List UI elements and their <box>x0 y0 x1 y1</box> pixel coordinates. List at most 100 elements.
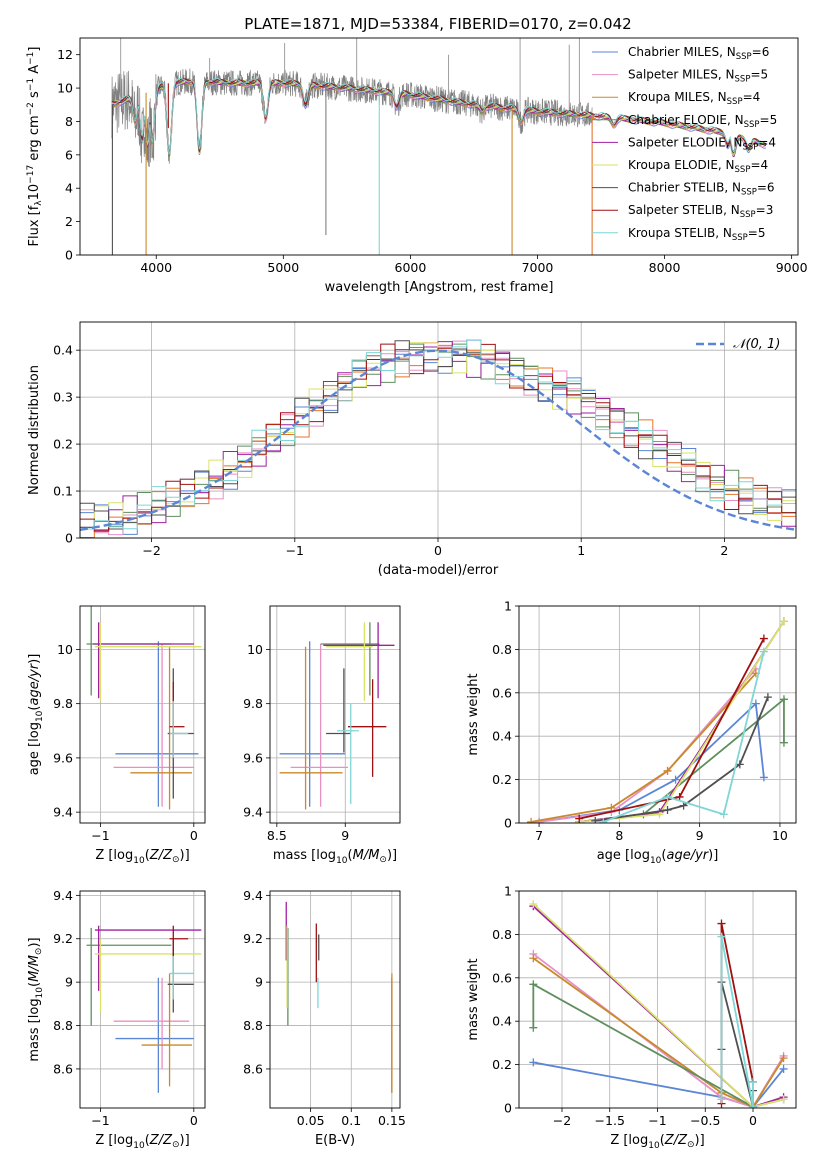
x-axis-label: Z [log10(Z/Z⊙)] <box>95 848 189 866</box>
weight-point <box>529 980 538 989</box>
weight-point <box>591 816 600 823</box>
x-tick-label: −1 <box>286 543 304 558</box>
x-tick-label: 6000 <box>395 260 427 275</box>
y-tick-label: 0.3 <box>53 390 73 405</box>
weight-point <box>717 932 726 941</box>
axes-frame <box>79 890 206 1109</box>
y-tick-label: 0 <box>65 531 73 546</box>
legend-label: Chabrier MILES, NSSP=6 <box>628 45 769 62</box>
x-tick-label: 9000 <box>776 260 808 275</box>
y-axis-label: age [log10(age/yr)] <box>27 654 45 776</box>
y-tick-label: 0.8 <box>492 927 512 942</box>
chart-mass-vs-ebv: 0.05 0.1 0.15 8.6 8.8 9 9.2 9.4 E(B-V) <box>243 888 406 1148</box>
y-tick-label: 0.2 <box>53 437 73 452</box>
weight-point <box>663 792 672 801</box>
weight-line <box>538 701 765 823</box>
y-axis-label: mass weight <box>466 673 481 755</box>
y-tick-label: 8.8 <box>53 1018 73 1033</box>
weight-point <box>529 1023 538 1032</box>
y-tick-label: 9.4 <box>243 805 263 820</box>
y-tick-label: 8.6 <box>53 1061 73 1076</box>
legend-label: Kroupa ELODIE, NSSP=4 <box>628 158 768 175</box>
weight-point <box>735 760 744 769</box>
weight-point <box>607 803 616 812</box>
weight-point <box>663 805 672 814</box>
y-tick-label: 9.2 <box>243 931 263 946</box>
axes-frame <box>79 605 206 824</box>
legend-label: Salpeter STELIB, NSSP=3 <box>628 203 773 220</box>
weight-point <box>679 801 688 810</box>
axes-frame <box>79 37 799 256</box>
y-tick-label: 8 <box>65 114 73 129</box>
axes-frame <box>269 890 401 1109</box>
y-tick-label: 0 <box>65 248 73 263</box>
figure-title: PLATE=1871, MJD=53384, FIBERID=0170, z=0… <box>244 15 631 33</box>
x-tick-label: −1.5 <box>595 1113 625 1128</box>
x-tick-label: −1 <box>91 1113 109 1128</box>
x-tick-label: 8 <box>615 828 623 843</box>
y-tick-label: 8.6 <box>243 1061 263 1076</box>
x-tick-label: 4000 <box>140 260 172 275</box>
x-tick-label: 0.1 <box>341 1113 361 1128</box>
y-tick-label: 8.8 <box>243 1018 263 1033</box>
legend-label: Kroupa MILES, NSSP=4 <box>628 90 760 107</box>
y-tick-label: 0.2 <box>492 772 512 787</box>
weight-line <box>532 953 785 1108</box>
legend-label: 𝒩(0, 1) <box>733 337 780 352</box>
y-axis-label: Flux [fλ10−17 erg cm−2 s−1 A−1] <box>26 47 44 247</box>
x-tick-label: 2 <box>720 543 728 558</box>
chart-residuals: −2 −1 0 1 2 0 0.1 0.2 0.3 0.4 (data-model)/error No… <box>27 321 797 578</box>
y-tick-label: 12 <box>57 47 73 62</box>
y-tick-label: 1 <box>504 599 512 614</box>
x-tick-label: −2 <box>142 543 160 558</box>
x-tick-label: −1 <box>91 828 109 843</box>
x-axis-label: wavelength [Angstrom, rest frame] <box>325 280 554 295</box>
y-tick-label: 9 <box>255 975 263 990</box>
chart-weight-vs-age: 7 8 9 10 0 0.2 0.4 0.6 0.8 1 age [log10(age/yr)] ma… <box>466 599 797 866</box>
plot-area <box>527 617 788 823</box>
weight-point <box>759 647 768 656</box>
weight-point <box>599 817 608 823</box>
y-tick-label: 0.6 <box>492 685 512 700</box>
x-tick-label: 0.15 <box>378 1113 406 1128</box>
weight-point <box>749 1077 758 1086</box>
x-tick-label: 1 <box>577 543 585 558</box>
x-tick-label: 8.5 <box>267 828 287 843</box>
weight-point <box>671 775 680 784</box>
axes-frame <box>518 890 797 1109</box>
x-axis-label: Z [log10(Z/Z⊙)] <box>95 1133 189 1151</box>
weight-point <box>663 766 672 775</box>
y-tick-label: 0.4 <box>492 1014 512 1029</box>
weight-point <box>779 695 788 704</box>
chart-spectrum: 4000 5000 6000 7000 8000 9000 0 2 4 6 8 10 12 wavelen… <box>26 37 808 295</box>
model-spectrum <box>111 77 767 156</box>
y-tick-label: 9.4 <box>53 888 73 903</box>
weight-point <box>749 1102 758 1108</box>
y-tick-label: 9.6 <box>243 750 263 765</box>
axes-frame <box>518 605 797 824</box>
weight-line <box>532 957 785 1108</box>
y-axis-label: Normed distribution <box>27 365 42 495</box>
chart-mass-vs-Z: −1 0 8.6 8.8 9 9.2 9.4 Z [log10(Z/Z⊙)] mass [log… <box>27 888 206 1151</box>
weight-point <box>779 617 788 626</box>
x-tick-label: 0 <box>434 543 442 558</box>
weight-point <box>575 814 584 823</box>
weight-point <box>529 1058 538 1067</box>
x-tick-label: 5000 <box>267 260 299 275</box>
observed-spectrum <box>111 68 593 168</box>
y-tick-label: 4 <box>65 181 73 196</box>
weight-point <box>717 919 726 928</box>
weight-line <box>538 668 757 823</box>
weight-line <box>530 672 757 823</box>
y-tick-label: 0.2 <box>492 1057 512 1072</box>
y-tick-label: 0.8 <box>492 642 512 657</box>
y-tick-label: 9.6 <box>53 750 73 765</box>
x-tick-label: 0 <box>190 1113 198 1128</box>
normal-curve <box>80 349 796 531</box>
x-axis-label: mass [log10(M/M⊙)] <box>273 848 397 866</box>
weight-point <box>763 693 772 702</box>
y-tick-label: 0 <box>504 1101 512 1116</box>
weight-line <box>602 651 765 823</box>
x-tick-label: 0.05 <box>297 1113 325 1128</box>
